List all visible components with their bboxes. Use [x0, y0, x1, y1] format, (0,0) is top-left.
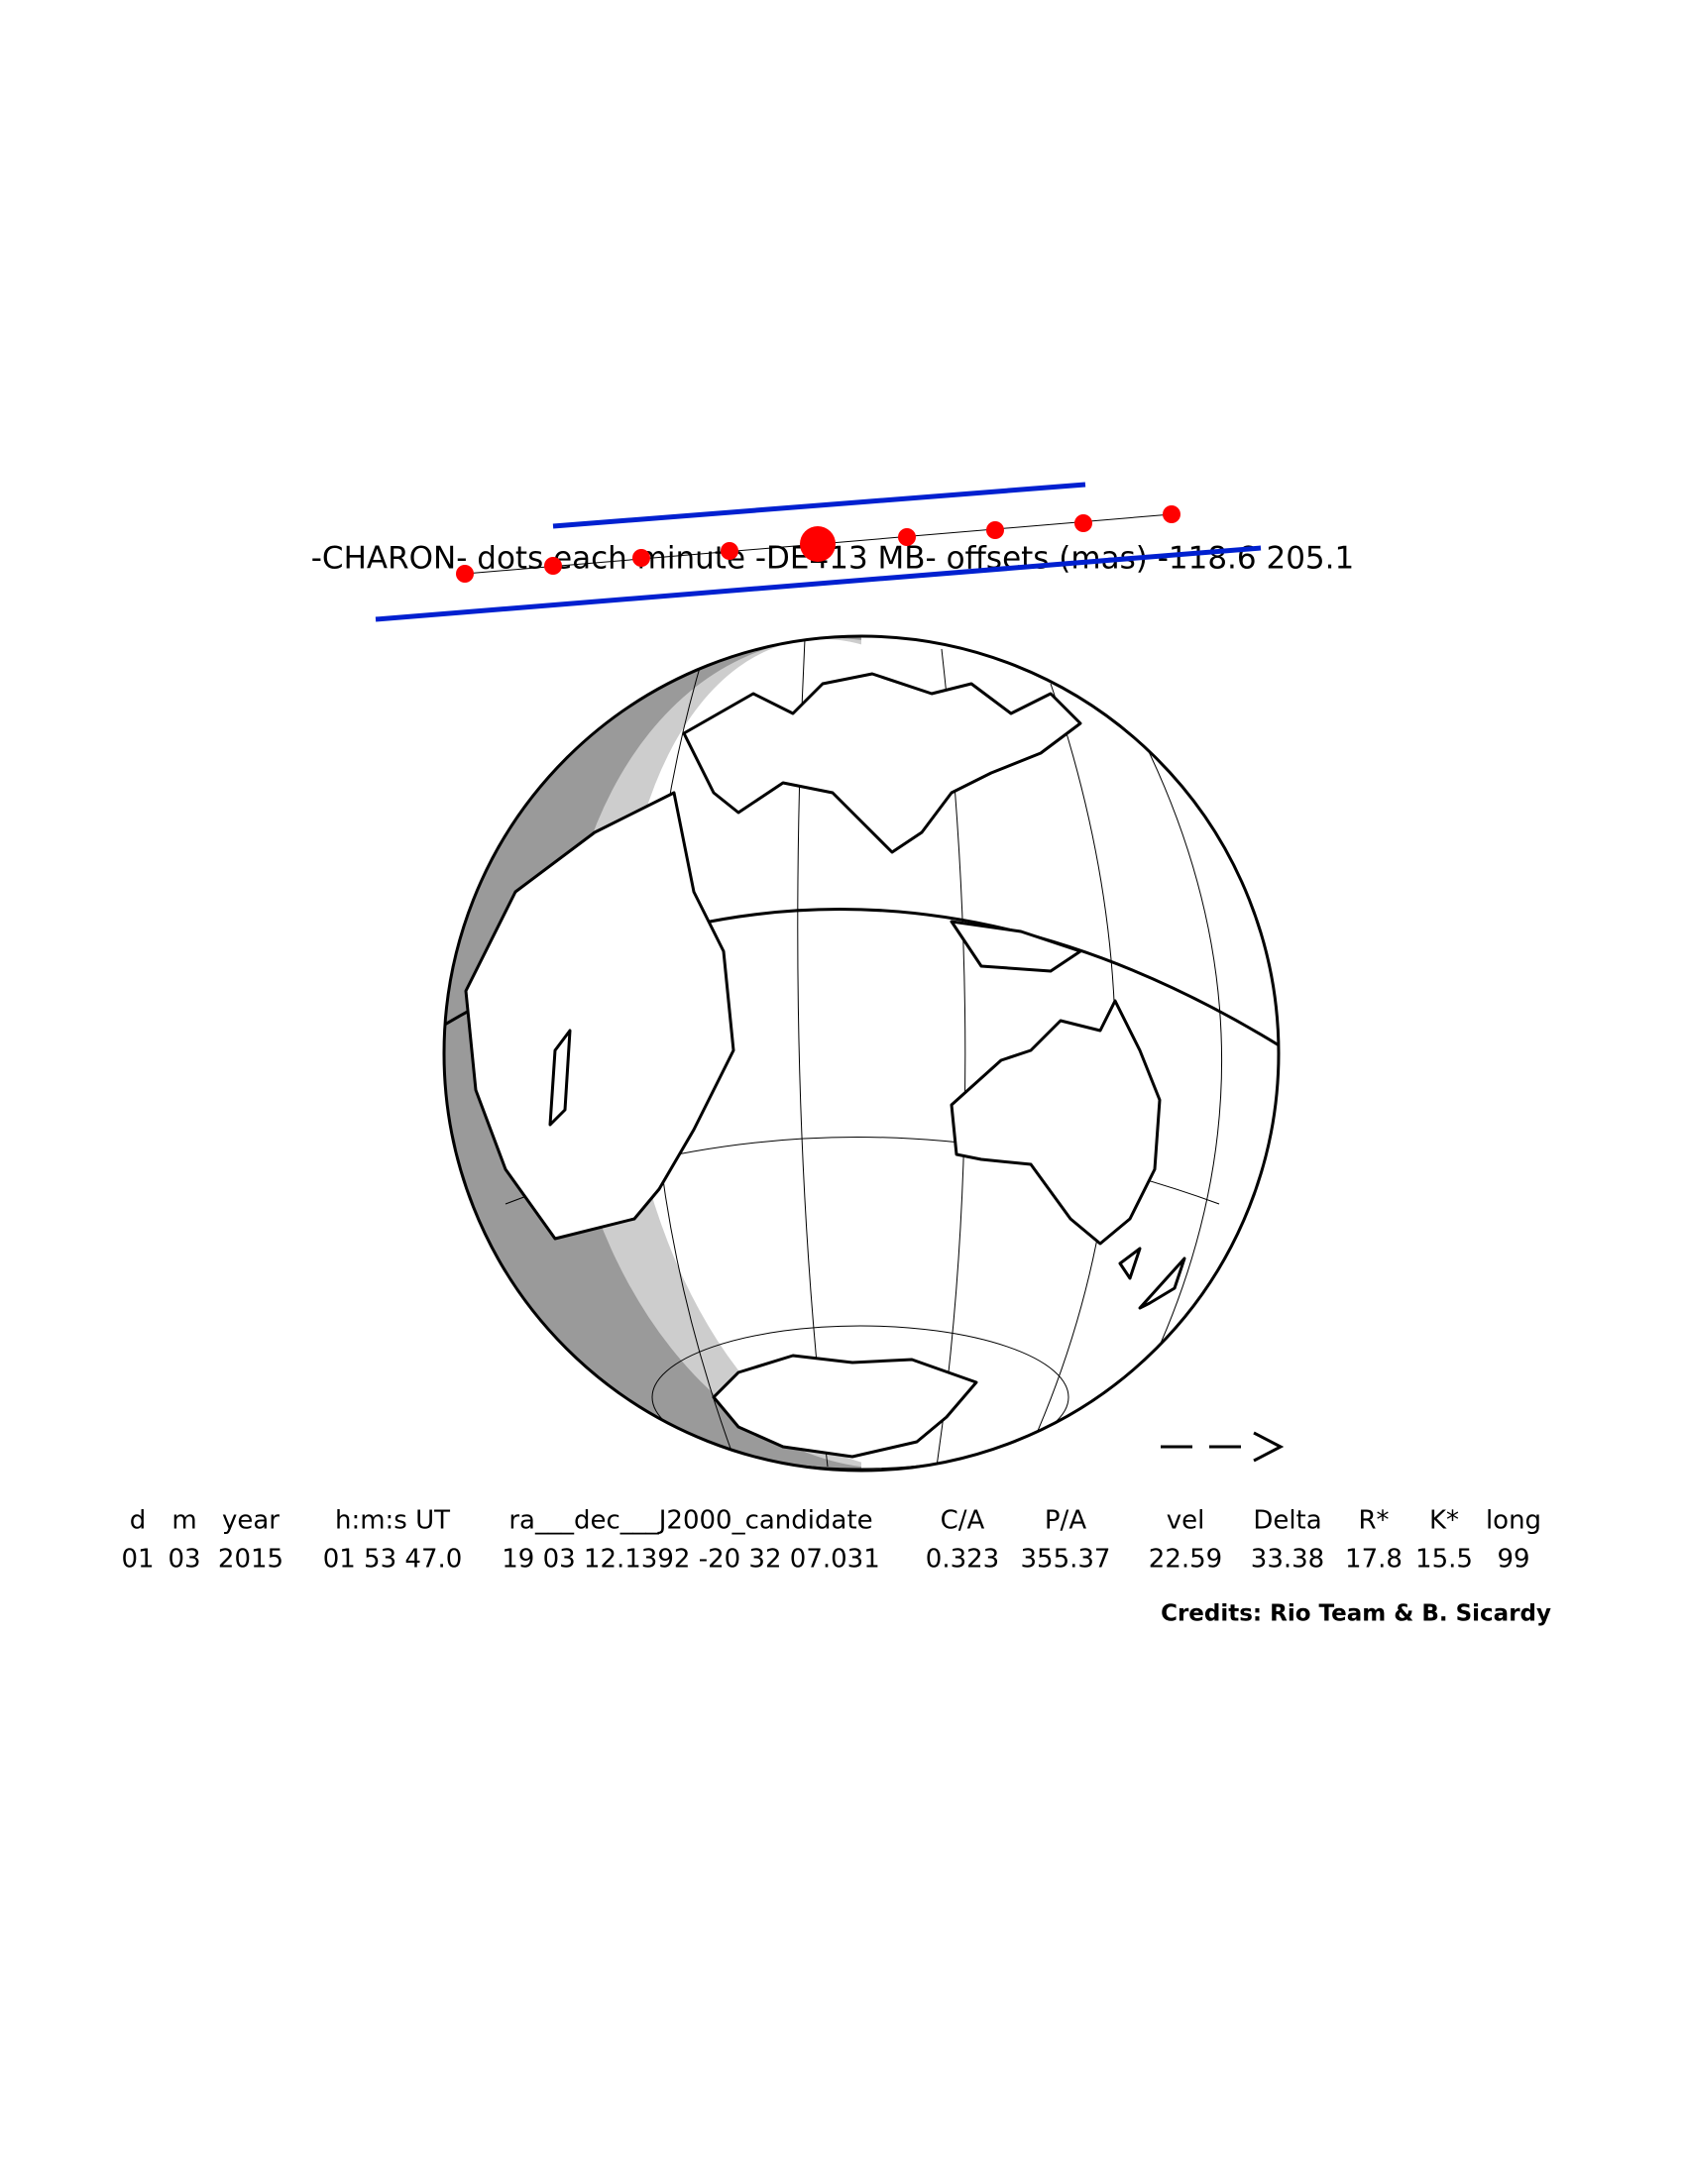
column-header: K*: [1429, 1506, 1459, 1536]
column-header: ra___dec___J2000_candidate: [508, 1506, 872, 1536]
globe-surface: [444, 636, 1279, 1471]
coastlines: [464, 672, 1186, 1459]
table-cell: 19 03 12.1392 -20 32 07.031: [502, 1545, 880, 1575]
column-header: year: [222, 1506, 280, 1536]
table-cell: 03: [168, 1545, 200, 1575]
minute-dot: [1074, 514, 1092, 532]
column-header: h:m:s UT: [335, 1506, 450, 1536]
shadow-path: [375, 482, 1262, 622]
credits: Credits: Rio Team & B. Sicardy: [1161, 1601, 1551, 1627]
minute-dot: [721, 542, 738, 560]
indonesia: [950, 920, 1082, 973]
closest-approach-dot: [800, 526, 836, 562]
minute-dot: [1163, 505, 1180, 523]
tasmania: [1118, 1247, 1142, 1280]
column-header: R*: [1358, 1506, 1389, 1536]
minute-dot: [986, 521, 1004, 539]
column-header: vel: [1167, 1506, 1205, 1536]
column-header: C/A: [941, 1506, 985, 1536]
column-header: long: [1486, 1506, 1541, 1536]
column-header: P/A: [1045, 1506, 1086, 1536]
africa: [464, 791, 735, 1241]
table-cell: 17.8: [1345, 1545, 1403, 1575]
table-cell: 01: [121, 1545, 154, 1575]
australia: [950, 999, 1162, 1246]
direction-arrow: [1161, 1431, 1285, 1463]
shadow-limit: [375, 545, 1262, 622]
table-cell: 99: [1497, 1545, 1529, 1575]
table-cell: 15.5: [1415, 1545, 1473, 1575]
column-header: d: [130, 1506, 147, 1536]
shadow-limit: [552, 482, 1086, 529]
minute-dot: [456, 565, 474, 583]
table-cell: 355.37: [1021, 1545, 1111, 1575]
new-zealand: [1138, 1256, 1186, 1310]
event-table: d m year h:m:s UT ra___dec___J2000_candidate…: [121, 1506, 1541, 1575]
antarctica: [712, 1354, 978, 1459]
table-cell: 22.59: [1149, 1545, 1222, 1575]
minute-dot: [544, 557, 562, 575]
madagascar: [548, 1029, 572, 1127]
minute-dot: [632, 549, 650, 567]
column-header: m: [171, 1506, 196, 1536]
globe-limb: [442, 634, 1281, 1473]
asia: [682, 672, 1082, 854]
table-cell: 0.323: [926, 1545, 999, 1575]
minute-dot: [898, 528, 916, 546]
table-cell: 33.38: [1251, 1545, 1324, 1575]
meridian: [1129, 732, 1222, 1408]
polar-circle: [651, 1325, 1069, 1470]
column-header: Delta: [1253, 1506, 1321, 1536]
table-cell: 01 53 47.0: [323, 1545, 463, 1575]
table-cell: 2015: [218, 1545, 283, 1575]
